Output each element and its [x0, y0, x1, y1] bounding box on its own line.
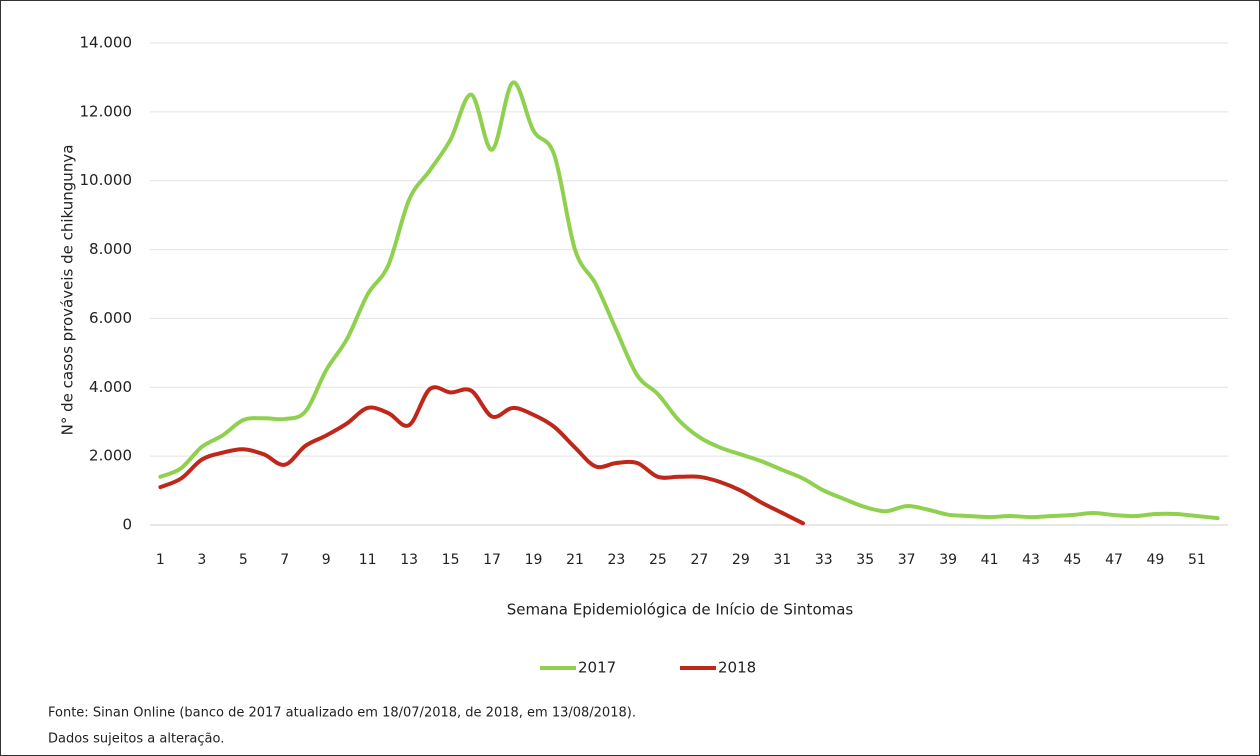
x-tick-label: 45: [1064, 552, 1082, 568]
x-tick-label: 43: [1022, 552, 1040, 568]
x-tick-label: 11: [359, 552, 377, 568]
x-tick-label: 39: [939, 552, 957, 568]
x-tick-label: 15: [442, 552, 460, 568]
data-line: [158, 80, 1220, 521]
y-tick-label: 10.000: [80, 171, 133, 189]
legend-label: 2017: [578, 659, 616, 677]
x-tick-label: 37: [898, 552, 916, 568]
x-tick-label: 25: [649, 552, 667, 568]
x-tick-label: 51: [1188, 552, 1206, 568]
x-tick-label: 33: [815, 552, 833, 568]
source-note: Dados sujeitos a alteração.: [48, 732, 224, 747]
x-tick-label: 19: [525, 552, 543, 568]
x-tick-label: 35: [856, 552, 874, 568]
source-note: Fonte: Sinan Online (banco de 2017 atual…: [48, 706, 636, 721]
x-tick-label: 27: [690, 552, 708, 568]
y-tick-label: 6.000: [89, 309, 132, 327]
y-tick-label: 2.000: [89, 447, 132, 465]
x-tick-label: 41: [981, 552, 999, 568]
x-tick-label: 7: [280, 552, 289, 568]
x-axis-label: Semana Epidemiológica de Início de Sinto…: [507, 601, 854, 619]
x-tick-label: 29: [732, 552, 750, 568]
legend-label: 2018: [718, 659, 756, 677]
x-tick-label: 49: [1147, 552, 1165, 568]
x-tick-label: 17: [483, 552, 501, 568]
y-tick-label: 12.000: [80, 102, 133, 120]
y-tick-label: 8.000: [89, 240, 132, 258]
data-line: [158, 385, 806, 526]
x-tick-label: 13: [400, 552, 418, 568]
x-tick-label: 21: [566, 552, 584, 568]
y-tick-label: 0: [122, 516, 132, 534]
x-tick-label: 3: [197, 552, 206, 568]
y-tick-label: 4.000: [89, 378, 132, 396]
y-axis-label: N° de casos prováveis de chikungunya: [59, 145, 77, 436]
x-tick-label: 5: [239, 552, 248, 568]
x-tick-label: 31: [773, 552, 791, 568]
x-tick-label: 9: [322, 552, 331, 568]
y-tick-label: 14.000: [80, 34, 133, 52]
x-tick-label: 47: [1105, 552, 1123, 568]
x-tick-label: 1: [156, 552, 165, 568]
x-tick-label: 23: [608, 552, 626, 568]
